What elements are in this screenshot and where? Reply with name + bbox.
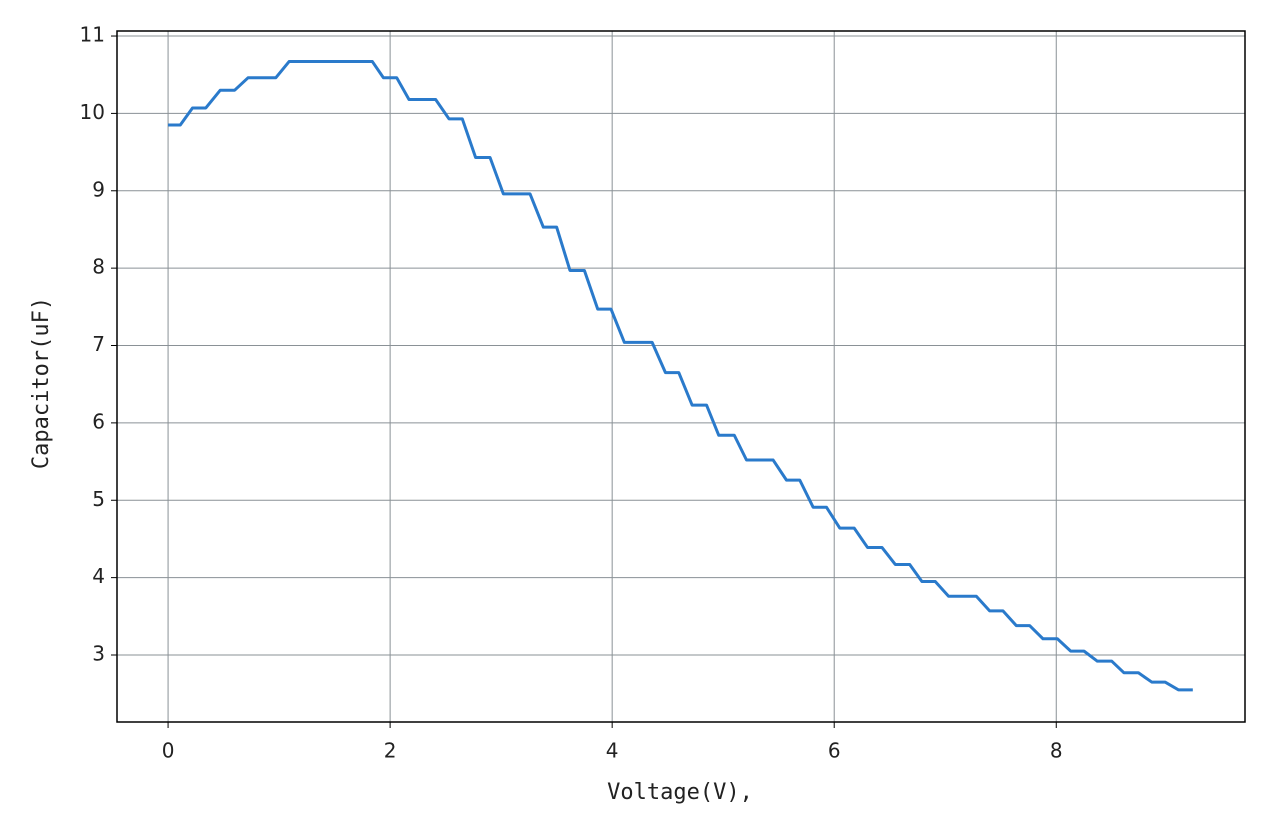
y-tick-label: 5 <box>92 487 105 511</box>
data-line <box>168 60 1193 692</box>
y-tick-label: 4 <box>92 564 105 588</box>
x-tick-label: 2 <box>384 739 397 763</box>
y-tick-label: 9 <box>92 177 105 201</box>
y-tick-label: 6 <box>92 409 105 433</box>
y-axis-label: Capacitor(uF) <box>29 297 54 469</box>
plot-frame <box>116 30 1246 723</box>
x-axis-label: Voltage(V), <box>607 780 753 805</box>
x-tick-label: 0 <box>162 739 175 763</box>
x-tick-label: 4 <box>606 739 619 763</box>
y-tick-label: 10 <box>80 100 105 124</box>
x-tick-label: 6 <box>828 739 841 763</box>
y-tick-label: 8 <box>92 255 105 279</box>
y-tick-label: 7 <box>92 332 105 356</box>
y-tick-label: 3 <box>92 641 105 665</box>
x-tick-label: 8 <box>1050 739 1063 763</box>
y-tick-label: 11 <box>80 23 105 47</box>
